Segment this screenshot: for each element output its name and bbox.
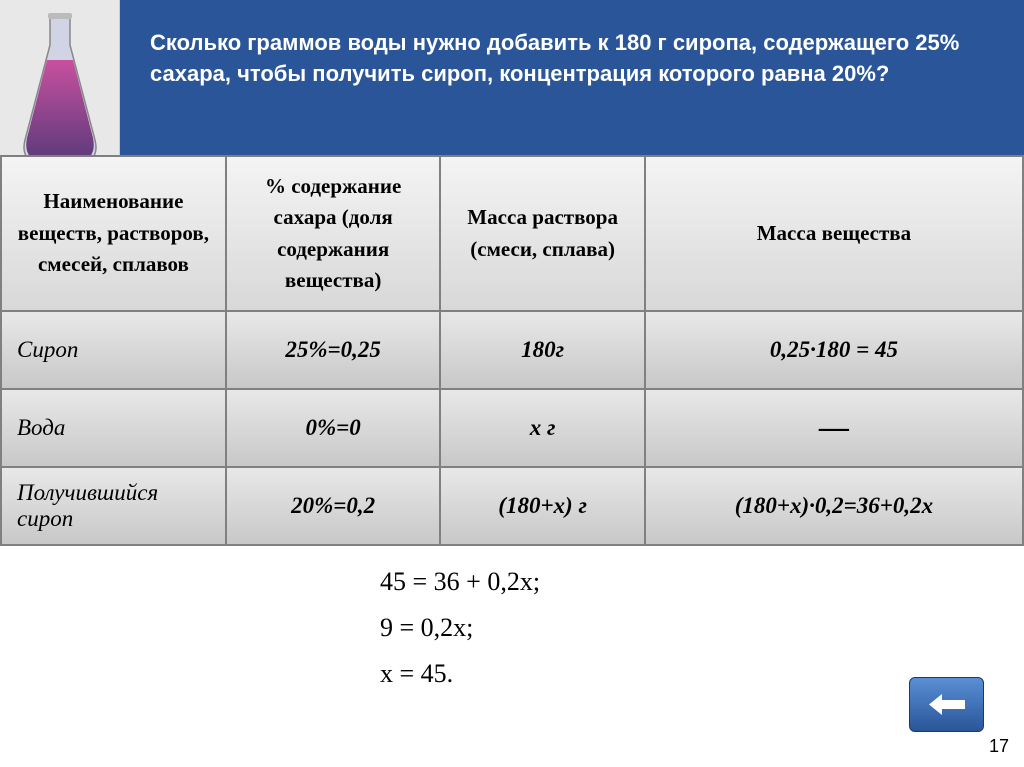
page-number: 17 bbox=[989, 736, 1009, 757]
row-mass: (180+х) г bbox=[440, 467, 644, 545]
row-label: Получившийся сироп bbox=[1, 467, 226, 545]
equation-line: x = 45. bbox=[380, 652, 540, 696]
row-percent: 25%=0,25 bbox=[226, 311, 441, 389]
col-header-percent: % содержание сахара (доля содержания вещ… bbox=[226, 156, 441, 311]
solution-equations: 45 = 36 + 0,2x; 9 = 0,2x; x = 45. bbox=[380, 560, 540, 699]
row-label: Сироп bbox=[1, 311, 226, 389]
table-header-row: Наименование веществ, растворов, смесей,… bbox=[1, 156, 1023, 311]
equation-line: 9 = 0,2x; bbox=[380, 606, 540, 650]
row-mass: х г bbox=[440, 389, 644, 467]
table-row: Вода 0%=0 х г — bbox=[1, 389, 1023, 467]
row-percent: 20%=0,2 bbox=[226, 467, 441, 545]
flask-icon bbox=[15, 10, 105, 170]
col-header-mass: Масса раствора (смеси, сплава) bbox=[440, 156, 644, 311]
solution-table: Наименование веществ, растворов, смесей,… bbox=[0, 155, 1024, 546]
table-row: Сироп 25%=0,25 180г 0,25·180 = 45 bbox=[1, 311, 1023, 389]
equation-line: 45 = 36 + 0,2x; bbox=[380, 560, 540, 604]
row-substance: (180+х)·0,2=36+0,2x bbox=[645, 467, 1023, 545]
row-substance: 0,25·180 = 45 bbox=[645, 311, 1023, 389]
question-header: Сколько граммов воды нужно добавить к 18… bbox=[120, 0, 1024, 155]
back-button[interactable] bbox=[909, 677, 984, 732]
row-substance: — bbox=[645, 389, 1023, 467]
row-label: Вода bbox=[1, 389, 226, 467]
col-header-substance: Масса вещества bbox=[645, 156, 1023, 311]
row-mass: 180г bbox=[440, 311, 644, 389]
row-percent: 0%=0 bbox=[226, 389, 441, 467]
table-row: Получившийся сироп 20%=0,2 (180+х) г (18… bbox=[1, 467, 1023, 545]
flask-image-panel bbox=[0, 0, 120, 180]
arrow-left-icon bbox=[927, 692, 967, 717]
question-text: Сколько граммов воды нужно добавить к 18… bbox=[150, 30, 959, 86]
col-header-name: Наименование веществ, растворов, смесей,… bbox=[1, 156, 226, 311]
